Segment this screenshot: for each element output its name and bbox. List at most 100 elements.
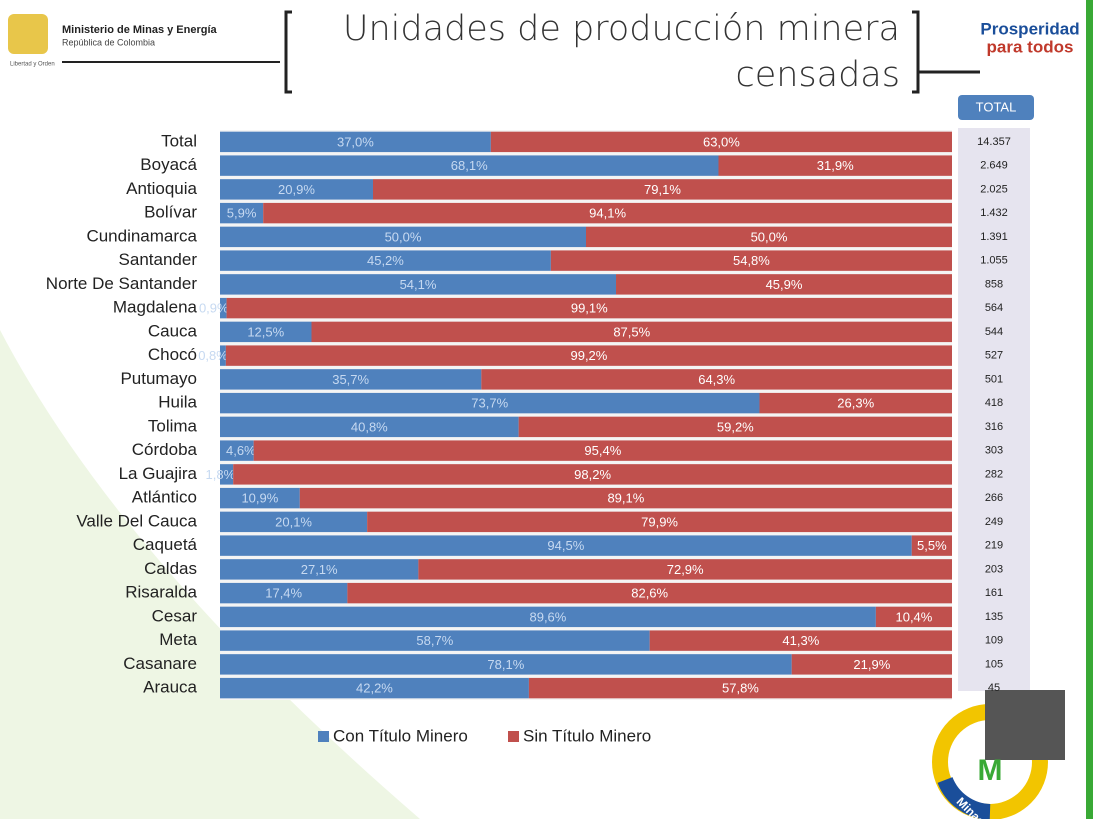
y-tick-label: Santander bbox=[119, 250, 198, 269]
value-label: 31,9% bbox=[817, 158, 854, 173]
value-label: 42,2% bbox=[356, 681, 393, 696]
total-value: 161 bbox=[985, 587, 1003, 599]
total-value: 2.025 bbox=[980, 183, 1008, 195]
total-value: 266 bbox=[985, 492, 1003, 504]
total-value: 1.055 bbox=[980, 255, 1008, 267]
value-label: 0,9% bbox=[199, 301, 229, 316]
total-value: 105 bbox=[985, 658, 1003, 670]
value-label: 0,8% bbox=[198, 348, 228, 363]
legend-swatch bbox=[508, 731, 519, 742]
total-value: 418 bbox=[985, 397, 1003, 409]
value-label: 20,9% bbox=[278, 182, 315, 197]
slogan-line: para todos bbox=[987, 37, 1074, 56]
value-label: 82,6% bbox=[631, 586, 668, 601]
total-value: 109 bbox=[985, 635, 1003, 647]
page: Libertad y Orden Ministerio de Minas y E… bbox=[0, 0, 1093, 819]
ministry-country: República de Colombia bbox=[62, 37, 155, 47]
y-tick-label: Caldas bbox=[144, 559, 197, 578]
value-label: 5,9% bbox=[227, 206, 257, 221]
logo-letter: M bbox=[978, 754, 1003, 787]
value-label: 58,7% bbox=[416, 633, 453, 648]
value-label: 37,0% bbox=[337, 134, 374, 149]
y-tick-label: Atlántico bbox=[132, 488, 197, 507]
value-label: 5,5% bbox=[917, 538, 947, 553]
y-tick-label: Valle Del Cauca bbox=[76, 511, 197, 530]
value-label: 20,1% bbox=[275, 514, 312, 529]
value-label: 73,7% bbox=[471, 396, 508, 411]
value-label: 54,1% bbox=[400, 277, 437, 292]
y-tick-label: Magdalena bbox=[113, 298, 198, 317]
total-value: 1.432 bbox=[980, 207, 1008, 219]
value-label: 17,4% bbox=[265, 586, 302, 601]
total-value: 316 bbox=[985, 421, 1003, 433]
total-value: 45 bbox=[988, 682, 1000, 694]
value-label: 26,3% bbox=[837, 396, 874, 411]
y-tick-label: Chocó bbox=[148, 345, 197, 364]
slogan-line: Prosperidad bbox=[980, 19, 1079, 38]
legend-swatch bbox=[318, 731, 329, 742]
value-label: 41,3% bbox=[782, 633, 819, 648]
y-tick-label: La Guajira bbox=[119, 464, 198, 483]
total-value: 219 bbox=[985, 540, 1003, 552]
slide-title: Unidades de producción minera censadas bbox=[300, 6, 900, 98]
value-label: 4,6% bbox=[226, 443, 256, 458]
value-label: 79,9% bbox=[641, 514, 678, 529]
value-label: 40,8% bbox=[351, 419, 388, 434]
y-tick-label: Boyacá bbox=[140, 155, 197, 174]
total-value: 282 bbox=[985, 468, 1003, 480]
total-value: 544 bbox=[985, 326, 1003, 338]
y-tick-label: Meta bbox=[159, 630, 197, 649]
total-value: 14.357 bbox=[977, 136, 1011, 148]
value-label: 79,1% bbox=[644, 182, 681, 197]
y-tick-label: Caquetá bbox=[133, 535, 198, 554]
coat-of-arms bbox=[8, 14, 48, 54]
value-label: 27,1% bbox=[301, 562, 338, 577]
logo-photo bbox=[985, 690, 1065, 760]
value-label: 99,1% bbox=[571, 301, 608, 316]
total-value: 858 bbox=[985, 278, 1003, 290]
total-value: 303 bbox=[985, 445, 1003, 457]
value-label: 1,8% bbox=[206, 467, 236, 482]
total-value: 1.391 bbox=[980, 231, 1008, 243]
total-value: 2.649 bbox=[980, 160, 1008, 172]
y-tick-label: Risaralda bbox=[125, 583, 197, 602]
y-tick-label: Antioquia bbox=[126, 179, 197, 198]
value-label: 59,2% bbox=[717, 419, 754, 434]
value-label: 50,0% bbox=[751, 229, 788, 244]
value-label: 95,4% bbox=[584, 443, 621, 458]
value-label: 35,7% bbox=[332, 372, 369, 387]
value-label: 57,8% bbox=[722, 681, 759, 696]
y-tick-label: Cauca bbox=[148, 321, 198, 340]
value-label: 89,6% bbox=[529, 609, 566, 624]
chart: Libertad y Orden Ministerio de Minas y E… bbox=[0, 0, 1093, 819]
y-tick-label: Arauca bbox=[143, 678, 197, 697]
total-value: 249 bbox=[985, 516, 1003, 528]
value-label: 68,1% bbox=[451, 158, 488, 173]
y-tick-label: Cesar bbox=[152, 606, 198, 625]
y-tick-label: Putumayo bbox=[120, 369, 197, 388]
value-label: 21,9% bbox=[853, 657, 890, 672]
value-label: 12,5% bbox=[247, 324, 284, 339]
total-value: 501 bbox=[985, 373, 1003, 385]
bracket bbox=[286, 12, 292, 92]
y-tick-label: Total bbox=[161, 131, 197, 150]
ministry-name: Ministerio de Minas y Energía bbox=[62, 24, 218, 36]
value-label: 64,3% bbox=[698, 372, 735, 387]
total-value: 564 bbox=[985, 302, 1003, 314]
value-label: 94,1% bbox=[589, 206, 626, 221]
value-label: 50,0% bbox=[385, 229, 422, 244]
value-label: 94,5% bbox=[547, 538, 584, 553]
value-label: 45,2% bbox=[367, 253, 404, 268]
value-label: 87,5% bbox=[613, 324, 650, 339]
bracket bbox=[912, 12, 918, 92]
motto: Libertad y Orden bbox=[10, 62, 55, 68]
value-label: 72,9% bbox=[667, 562, 704, 577]
value-label: 78,1% bbox=[487, 657, 524, 672]
y-tick-label: Bolívar bbox=[144, 203, 197, 222]
total-value: 527 bbox=[985, 350, 1003, 362]
y-tick-label: Norte De Santander bbox=[46, 274, 198, 293]
value-label: 10,4% bbox=[895, 609, 932, 624]
value-label: 54,8% bbox=[733, 253, 770, 268]
y-tick-label: Cundinamarca bbox=[86, 226, 197, 245]
legend-label: Sin Título Minero bbox=[523, 726, 651, 745]
